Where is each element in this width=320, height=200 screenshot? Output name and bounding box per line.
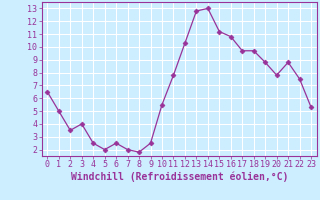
- X-axis label: Windchill (Refroidissement éolien,°C): Windchill (Refroidissement éolien,°C): [70, 172, 288, 182]
